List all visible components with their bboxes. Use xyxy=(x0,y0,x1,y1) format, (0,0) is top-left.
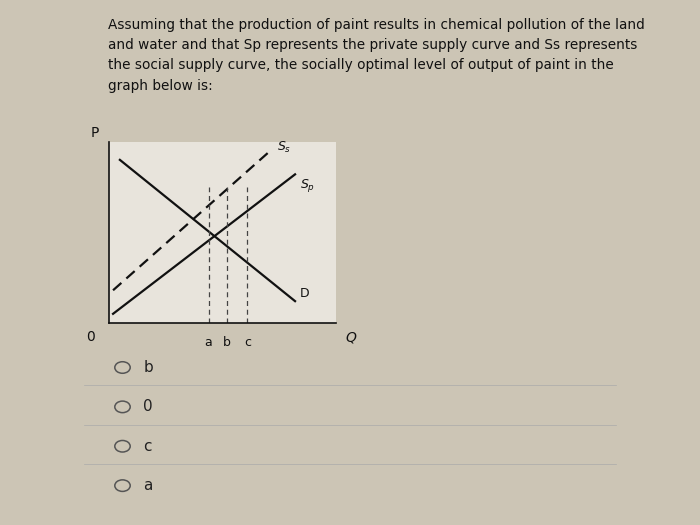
Text: $S_s$: $S_s$ xyxy=(277,140,291,155)
Text: a: a xyxy=(144,478,153,493)
Text: P: P xyxy=(91,126,99,140)
Text: Q: Q xyxy=(345,330,356,344)
Text: c: c xyxy=(144,439,152,454)
Text: 0: 0 xyxy=(144,400,153,414)
Text: D: D xyxy=(300,287,309,300)
Text: 0: 0 xyxy=(86,330,94,344)
Text: Assuming that the production of paint results in chemical pollution of the land
: Assuming that the production of paint re… xyxy=(108,18,645,92)
Text: b: b xyxy=(144,360,153,375)
Text: a: a xyxy=(204,335,213,349)
Text: $S_p$: $S_p$ xyxy=(300,177,315,194)
Text: c: c xyxy=(244,335,251,349)
Text: b: b xyxy=(223,335,231,349)
